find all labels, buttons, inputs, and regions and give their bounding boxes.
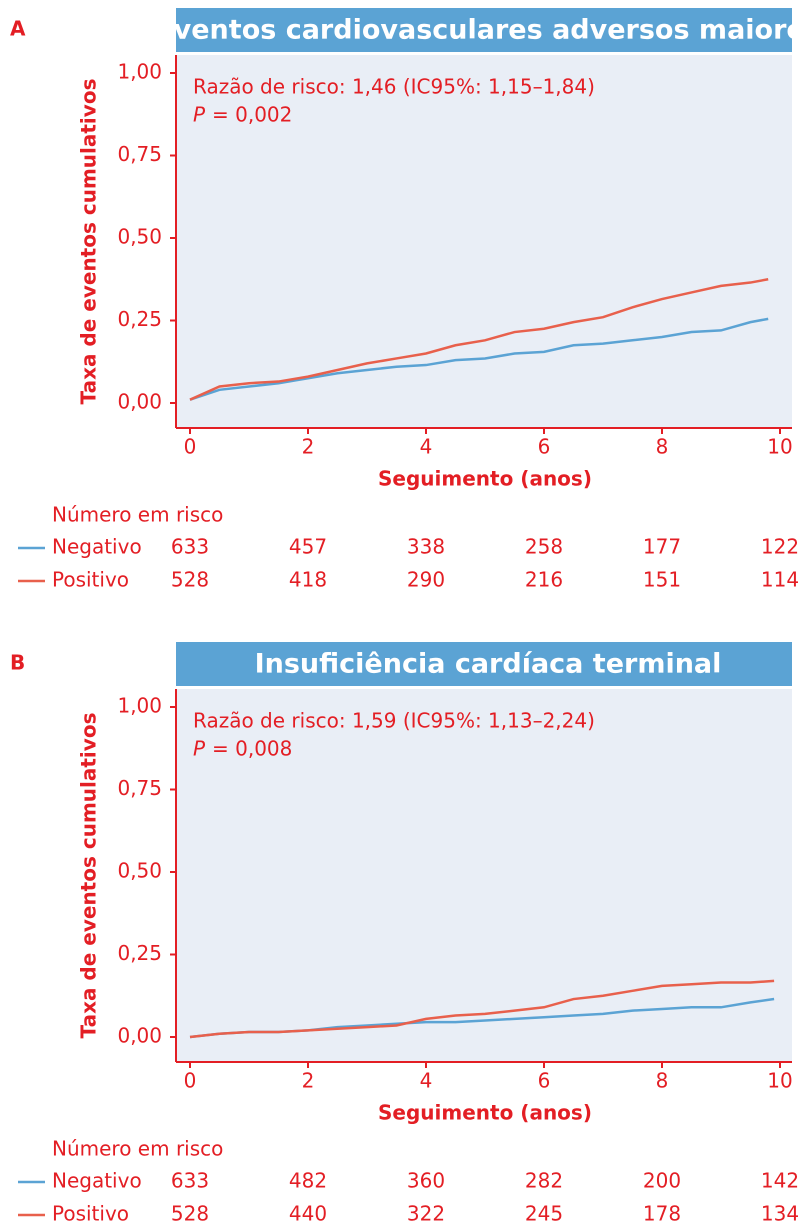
risk-value: 528 [171,1202,209,1226]
annotation: Razão de risco: 1,46 (IC95%: 1,15–1,84) [193,75,595,99]
x-tick-label: 8 [656,1069,669,1093]
risk-title: Número em risco [52,1137,223,1161]
title-box [176,642,792,686]
panel-label: B [10,651,25,675]
risk-value: 245 [525,1202,563,1226]
x-tick-label: 10 [767,1069,792,1093]
panel: B Insuficiência cardíaca terminal 0,00 0,25… [10,642,799,1226]
risk-value: 322 [407,1202,445,1226]
risk-row-name: Positivo [52,568,129,592]
y-tick-label: 1,00 [117,694,162,718]
y-tick-label: 0,75 [117,776,162,800]
risk-value: 134 [761,1202,799,1226]
risk-value: 177 [643,535,681,559]
risk-value: 633 [171,1169,209,1193]
x-tick-label: 6 [538,435,551,459]
risk-row-name: Positivo [52,1202,129,1226]
panel: A Eventos cardiovasculares adversos maior… [10,8,802,592]
risk-value: 258 [525,535,563,559]
y-tick-label: 0,00 [117,1024,162,1048]
km-curve [189,317,769,401]
x-tick-label: 6 [538,1069,551,1093]
risk-value: 151 [643,568,681,592]
x-tick-label: 4 [420,1069,433,1093]
risk-value: 338 [407,535,445,559]
x-tick-label: 8 [656,435,669,459]
plot-area [176,689,792,1062]
risk-value: 633 [171,535,209,559]
y-tick-label: 1,00 [117,60,162,84]
risk-value: 114 [761,568,799,592]
risk-value: 142 [761,1169,799,1193]
risk-title: Número em risco [52,503,223,527]
y-axis-label: Taxa de eventos cumulativos [77,713,101,1039]
y-tick-label: 0,50 [117,225,162,249]
p-value: = 0,008 [212,737,292,761]
x-tick-label: 0 [184,435,197,459]
y-axis-label: Taxa de eventos cumulativos [77,79,101,405]
risk-value: 418 [289,568,327,592]
p-symbol: P [193,103,206,127]
y-tick-label: 0,75 [117,142,162,166]
risk-value: 360 [407,1169,445,1193]
x-tick-label: 2 [302,1069,315,1093]
risk-value: 440 [289,1202,327,1226]
x-tick-label: 10 [767,435,792,459]
risk-value: 200 [643,1169,681,1193]
y-tick-label: 0,00 [117,390,162,414]
risk-value: 178 [643,1202,681,1226]
p-value: = 0,002 [212,103,292,127]
risk-value: 282 [525,1169,563,1193]
risk-value: 290 [407,568,445,592]
risk-value: 216 [525,568,563,592]
risk-value: 122 [761,535,799,559]
y-tick-label: 0,50 [117,859,162,883]
x-tick-label: 2 [302,435,315,459]
km-curve [189,278,769,401]
x-tick-label: 0 [184,1069,197,1093]
chart-title: Insuficiência cardíaca terminal [255,649,722,680]
x-tick-label: 4 [420,435,433,459]
x-axis-label: Seguimento (anos) [378,1101,592,1125]
risk-value: 528 [171,568,209,592]
chart-title: Eventos cardiovasculares adversos maiore… [155,15,802,46]
annotation: Razão de risco: 1,59 (IC95%: 1,13–2,24) [193,709,595,733]
y-tick-label: 0,25 [117,941,162,965]
panel-label: A [10,17,26,41]
y-tick-label: 0,25 [117,307,162,331]
title-box [176,8,792,52]
risk-value: 482 [289,1169,327,1193]
km-curve [189,979,775,1039]
x-axis-label: Seguimento (anos) [378,467,592,491]
plot-area [176,55,792,428]
risk-value: 457 [289,535,327,559]
risk-row-name: Negativo [52,1169,142,1193]
risk-row-name: Negativo [52,535,142,559]
p-symbol: P [193,737,206,761]
